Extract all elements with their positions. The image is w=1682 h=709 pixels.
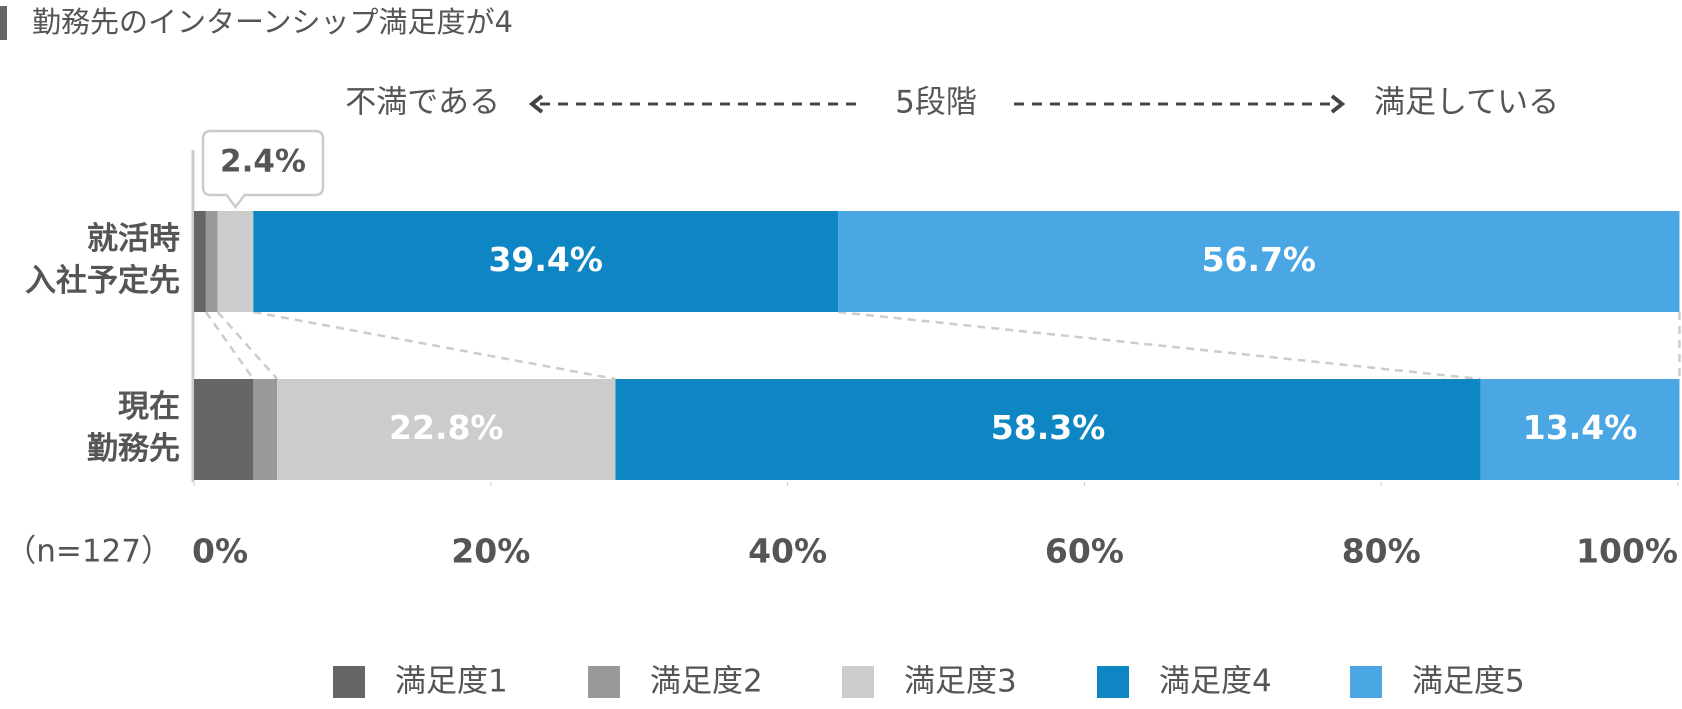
bar-segment: [194, 211, 206, 312]
bar-segment: [277, 379, 616, 480]
bar-segment: [253, 379, 278, 480]
legend-label: 満足度4: [1159, 664, 1272, 700]
x-tick-label: 60%: [1045, 532, 1124, 571]
bar-segment: [838, 211, 1680, 312]
legend-label: 満足度5: [1412, 664, 1525, 700]
scale-right: 満足している: [1374, 85, 1559, 121]
chart-title: 勤務先のインターンシップ満足度が4: [32, 5, 513, 39]
sample-size: （n=127）: [5, 534, 172, 570]
x-tick-label: 100%: [1576, 532, 1678, 571]
value-label: 13.4%: [1523, 408, 1638, 447]
value-label: 58.3%: [991, 408, 1106, 447]
x-tick-label: 40%: [748, 532, 827, 571]
bar-segment: [205, 211, 218, 312]
arrow-head: [528, 94, 544, 114]
legend-swatch: [333, 666, 365, 698]
scale-center: 5段階: [895, 85, 977, 121]
scale-left: 不満である: [345, 85, 500, 121]
legend-swatch: [842, 666, 874, 698]
bar-segment: [615, 379, 1481, 480]
legend-label: 満足度1: [395, 664, 508, 700]
legend-swatch: [1350, 666, 1382, 698]
legend-swatch: [588, 666, 620, 698]
value-label: 39.4%: [488, 240, 603, 279]
callout: [201, 129, 325, 210]
y-tick-label: 就活時: [87, 221, 180, 257]
arrow-head: [1330, 94, 1346, 114]
bar-segment: [253, 211, 839, 312]
bar-segment: [217, 211, 254, 312]
title-marker: [0, 6, 7, 40]
x-tick-label: 0%: [192, 532, 248, 571]
x-tick-label: 20%: [451, 532, 530, 571]
value-label: 56.7%: [1202, 240, 1317, 279]
value-label: 2.4%: [220, 144, 306, 180]
bar-segment: [194, 379, 254, 480]
legend-swatch: [1097, 666, 1129, 698]
connector: [216, 311, 279, 380]
value-label: 22.8%: [389, 408, 504, 447]
y-tick-label: 現在: [118, 389, 180, 425]
legend-label: 満足度3: [904, 664, 1017, 700]
bar-segment: [1480, 379, 1680, 480]
y-tick-label: 入社予定先: [25, 263, 180, 299]
legend-label: 満足度2: [650, 664, 763, 700]
connector: [253, 310, 616, 381]
x-tick-label: 80%: [1342, 532, 1421, 571]
connector: [837, 310, 1481, 381]
y-tick-label: 勤務先: [87, 431, 180, 467]
